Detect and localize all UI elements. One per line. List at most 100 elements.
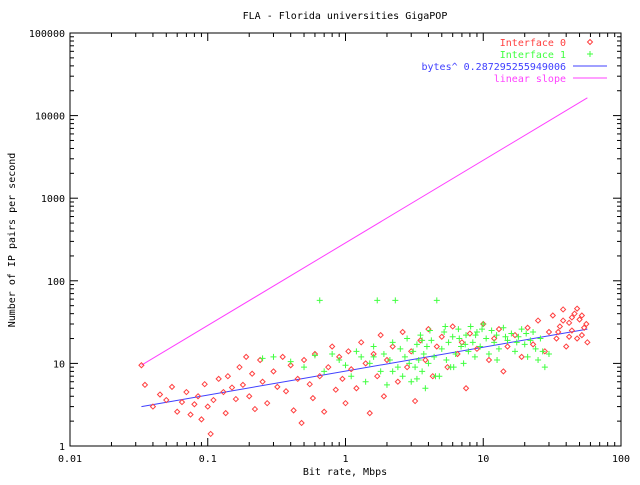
data-point-interface-0 (473, 345, 481, 353)
data-point-interface-0 (156, 391, 164, 398)
data-point-interface-0 (239, 381, 247, 389)
data-point-interface-0 (571, 310, 578, 317)
data-point-interface-0 (215, 375, 222, 383)
data-point-interface-0 (380, 393, 388, 400)
data-point-interface-1 (450, 364, 457, 371)
data-point-interface-1 (500, 324, 507, 331)
data-point-interface-1 (370, 353, 377, 360)
data-point-interface-0 (187, 411, 194, 418)
data-point-interface-1 (465, 348, 472, 355)
data-point-interface-1 (472, 332, 479, 339)
x-tick-label: 0.01 (58, 454, 82, 465)
data-point-interface-1 (537, 335, 544, 342)
data-point-interface-0 (248, 370, 256, 377)
data-point-interface-0 (578, 312, 586, 319)
data-point-interface-1 (442, 323, 449, 330)
data-point-interface-1 (399, 373, 406, 380)
y-axis-label: Number of IP pairs per second (7, 153, 18, 328)
data-point-interface-0 (357, 339, 365, 346)
data-point-interface-1 (311, 352, 318, 359)
data-point-interface-0 (495, 325, 503, 333)
data-point-interface-0 (294, 375, 301, 383)
data-point-interface-1 (426, 327, 433, 334)
data-point-interface-0 (568, 314, 576, 321)
data-point-interface-0 (541, 348, 549, 355)
data-point-interface-1 (488, 327, 495, 334)
data-point-interface-1 (342, 362, 349, 369)
legend-label: bytes^ 0.287295255949006 (422, 62, 567, 73)
data-point-interface-0 (374, 372, 381, 380)
data-point-interface-0 (138, 362, 145, 369)
data-point-interface-0 (194, 393, 202, 400)
data-point-interface-1 (523, 330, 530, 337)
data-point-interface-1 (366, 360, 373, 367)
data-point-interface-0 (565, 333, 573, 340)
data-point-interface-0 (173, 408, 181, 415)
data-point-interface-0 (342, 399, 349, 407)
data-point-interface-1 (362, 378, 369, 385)
data-point-interface-0 (377, 331, 384, 339)
x-axis-label: Bit rate, Mbps (303, 467, 387, 478)
data-point-interface-0 (141, 381, 149, 389)
legend-swatch (587, 51, 593, 57)
data-point-interface-0 (433, 343, 441, 350)
y-tick-label: 10000 (35, 112, 65, 123)
data-point-interface-1 (420, 350, 427, 357)
data-point-interface-1 (473, 328, 480, 335)
data-point-interface-0 (584, 339, 591, 346)
data-point-interface-0 (389, 343, 396, 350)
data-point-interface-0 (444, 363, 451, 371)
data-point-interface-0 (394, 378, 402, 385)
data-point-interface-1 (428, 337, 435, 344)
data-point-interface-0 (201, 380, 208, 388)
data-point-interface-0 (438, 333, 445, 340)
data-point-interface-1 (467, 323, 474, 330)
data-point-interface-1 (530, 328, 537, 335)
data-point-interface-1 (449, 333, 456, 340)
data-point-interface-0 (220, 388, 227, 396)
data-point-interface-1 (386, 356, 393, 363)
data-point-interface-1 (353, 348, 360, 355)
data-point-interface-0 (504, 343, 511, 350)
data-point-interface-0 (198, 416, 205, 423)
series-line-bytes-fit (141, 328, 588, 408)
data-point-interface-0 (500, 368, 507, 375)
plot-lines (141, 97, 588, 408)
data-point-interface-0 (204, 403, 211, 410)
data-point-interface-1 (494, 356, 501, 363)
x-tick-label: 1 (342, 454, 348, 465)
data-point-interface-0 (466, 330, 474, 337)
data-point-interface-1 (539, 348, 546, 355)
data-point-interface-1 (413, 341, 420, 348)
data-point-interface-0 (168, 383, 176, 391)
x-tick-label: 10 (477, 454, 489, 465)
data-point-interface-1 (491, 339, 498, 346)
data-point-interface-1 (410, 348, 417, 355)
data-point-interface-1 (508, 330, 515, 337)
data-point-interface-1 (479, 326, 486, 333)
data-point-interface-0 (568, 327, 576, 334)
data-point-interface-0 (298, 419, 305, 427)
data-point-interface-1 (301, 364, 308, 371)
data-point-interface-1 (502, 333, 509, 340)
data-point-interface-1 (545, 350, 552, 357)
data-point-interface-0 (274, 383, 281, 391)
data-point-interface-0 (320, 408, 328, 415)
axis-ticks: 0.01 0.1 1 10 100 1 10 100 1000 10000 100000 (29, 29, 630, 465)
data-point-interface-0 (328, 343, 336, 350)
data-point-interface-0 (263, 399, 271, 407)
data-point-interface-1 (493, 332, 500, 339)
y-tick-label: 1 (59, 442, 65, 453)
data-point-interface-1 (471, 353, 478, 360)
data-point-interface-0 (545, 328, 553, 336)
data-point-interface-1 (412, 364, 419, 371)
data-point-interface-1 (406, 360, 413, 367)
data-point-interface-1 (445, 339, 452, 346)
data-point-interface-1 (329, 350, 336, 357)
data-point-interface-1 (480, 320, 487, 327)
data-point-interface-0 (300, 356, 308, 364)
data-point-interface-0 (236, 363, 243, 371)
data-point-interface-1 (377, 368, 384, 375)
data-point-interface-0 (149, 403, 157, 410)
